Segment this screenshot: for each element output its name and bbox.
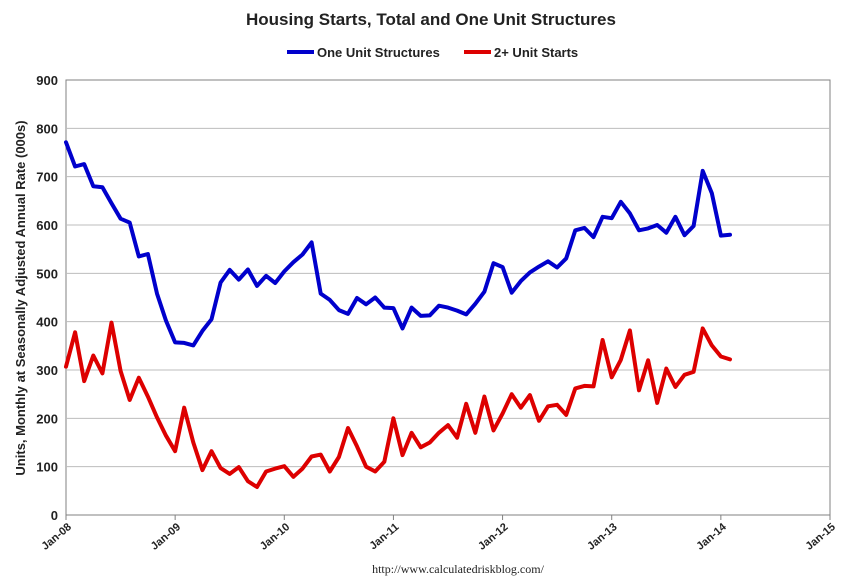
- series-lines: [64, 140, 732, 489]
- legend: One Unit Structures 2+ Unit Starts: [287, 45, 578, 60]
- y-tick-label: 800: [36, 121, 58, 136]
- y-tick-label: 900: [36, 73, 58, 88]
- x-tick-label: Jan-11: [367, 521, 401, 552]
- y-tick-label: 400: [36, 315, 58, 330]
- y-tick-label: 100: [36, 460, 58, 475]
- series-line-multi-unit: [64, 320, 732, 489]
- x-tick-label: Jan-14: [694, 521, 729, 553]
- x-tick-label: Jan-10: [258, 521, 292, 553]
- x-tick-label: Jan-12: [476, 521, 510, 553]
- plot-area: [65, 79, 831, 516]
- x-tick-label: Jan-13: [585, 521, 619, 553]
- y-tick-label: 700: [36, 170, 58, 185]
- source-url: http://www.calculatedriskblog.com/: [372, 562, 545, 576]
- legend-label-multi-unit: 2+ Unit Starts: [494, 45, 578, 60]
- x-axis-ticks: Jan-08 Jan-09 Jan-10 Jan-11 Jan-12 Jan-13 Jan-…: [40, 515, 838, 553]
- series-line-one-unit: [64, 140, 732, 348]
- y-axis-ticks: 0 100 200 300 400 500 600 700 800 900: [36, 73, 58, 523]
- x-tick-label: Jan-08: [40, 521, 74, 553]
- y-tick-label: 0: [51, 508, 58, 523]
- y-tick-label: 200: [36, 411, 58, 426]
- gridlines: [66, 127, 830, 468]
- y-axis-label: Units, Monthly at Seasonally Adjusted An…: [13, 120, 28, 475]
- chart-title: Housing Starts, Total and One Unit Struc…: [246, 10, 616, 29]
- y-tick-label: 300: [36, 363, 58, 378]
- x-tick-label: Jan-15: [804, 521, 838, 553]
- y-tick-label: 500: [36, 266, 58, 281]
- x-tick-label: Jan-09: [149, 521, 183, 553]
- legend-label-one-unit: One Unit Structures: [317, 45, 440, 60]
- y-tick-label: 600: [36, 218, 58, 233]
